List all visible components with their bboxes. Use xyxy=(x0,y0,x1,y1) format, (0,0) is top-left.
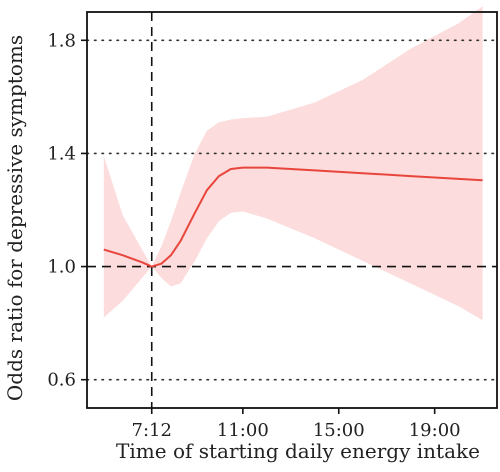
y-axis-label: Odds ratio for depressive symptoms xyxy=(3,35,27,401)
grid-layer xyxy=(86,39,498,381)
y-tick-label: 1.4 xyxy=(47,143,76,164)
y-tick-label: 1.0 xyxy=(47,257,76,278)
x-tick-label: 11:00 xyxy=(217,420,269,441)
odds-ratio-line xyxy=(103,166,483,268)
x-tick-label: 19:00 xyxy=(409,420,461,441)
y-tick-label: 0.6 xyxy=(47,370,76,391)
confidence-band-layer xyxy=(103,6,483,321)
series-line-layer xyxy=(103,166,483,268)
x-axis-label: Time of starting daily energy intake xyxy=(116,439,480,463)
reference-lines-layer xyxy=(87,12,497,408)
confidence-band xyxy=(103,6,483,321)
ticks-layer: 7:12 11:00 15:00 19:00 0.6 1.0 1.4 1.8 xyxy=(47,30,460,441)
plot-frame xyxy=(86,11,498,409)
x-tick-label: 7:12 xyxy=(132,420,172,441)
x-tick-label: 15:00 xyxy=(313,420,365,441)
y-tick-label: 1.8 xyxy=(47,30,76,51)
